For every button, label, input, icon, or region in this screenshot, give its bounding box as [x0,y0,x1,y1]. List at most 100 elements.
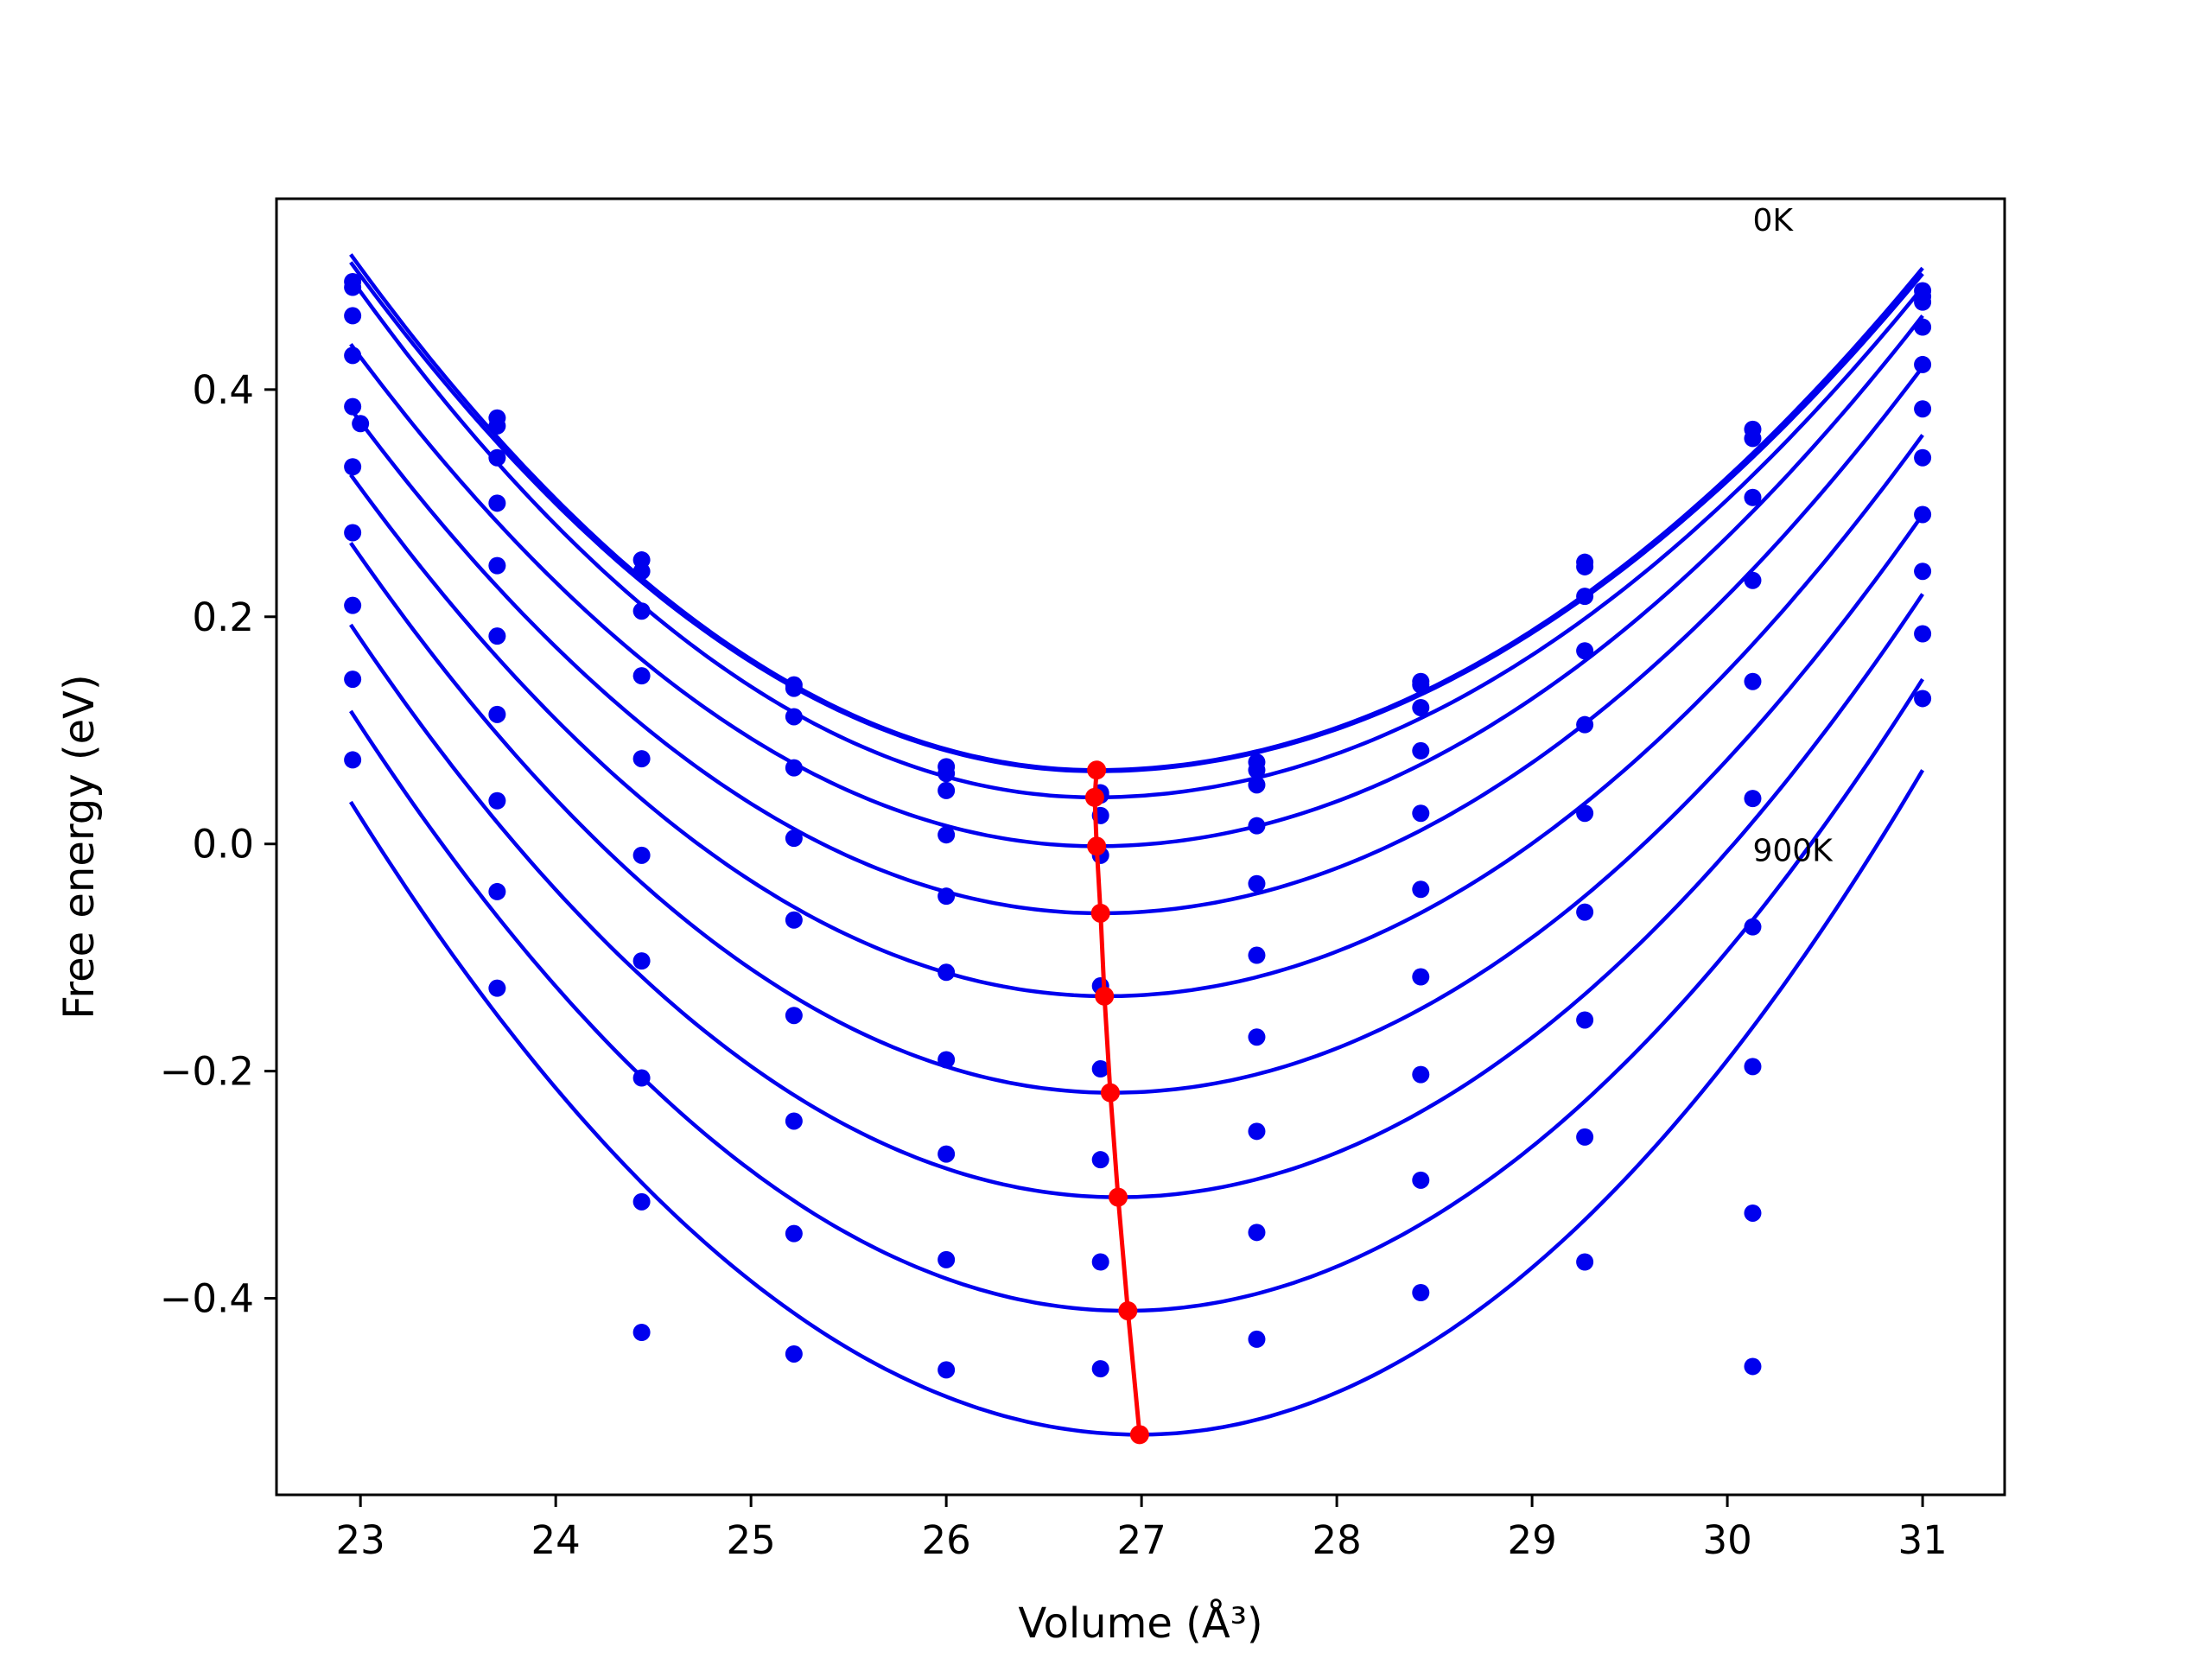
data-point-400K [344,397,362,416]
data-point-800K [1091,1360,1109,1378]
data-point-500K [938,963,956,982]
data-point-900K [938,1361,956,1379]
data-point-900K [1576,1253,1594,1271]
data-point-700K [938,1145,956,1163]
data-point-600K [632,952,651,970]
data-point-600K [488,705,506,723]
annotation-0K: 0K [1752,203,1794,238]
data-point-100K [785,679,803,697]
x-tick-label: 29 [1507,1517,1556,1563]
x-axis-ticks: 23 24 25 26 27 28 29 30 31 [336,1495,1948,1563]
equilibrium-point [1100,1083,1120,1103]
data-point-500K [1412,880,1430,899]
data-point-900K [1914,625,1932,643]
data-point-500K [488,627,506,645]
data-point-500K [1744,790,1762,808]
data-point-500K [785,911,803,929]
data-point-600K [1248,1028,1266,1046]
equilibrium-point [1087,836,1107,856]
data-point-500K [344,458,362,476]
data-point-200K [488,448,506,467]
annotations: 0K 900K [1752,203,1834,869]
data-point-700K [1744,1058,1762,1076]
data-point-600K [344,524,362,542]
data-point-800K [1412,1171,1430,1189]
data-point-600K [1576,903,1594,921]
data-point-800K [1576,1128,1594,1146]
equilibrium-point [1095,986,1115,1006]
data-point-500K [1248,946,1266,964]
y-axis-ticks: −0.4 −0.2 0.0 0.2 0.4 [160,367,276,1322]
equilibrium-line [1084,760,1149,1445]
data-point-300K [785,759,803,777]
data-point-200K [1744,488,1762,506]
fit-curve-600K [349,513,1924,1095]
data-point-300K [1248,817,1266,835]
data-point-200K [632,602,651,620]
equilibrium-point [1118,1301,1138,1321]
data-point-900K [488,979,506,997]
data-point [352,415,370,433]
y-tick-label: −0.2 [160,1049,254,1095]
y-axis-label: Free energy (eV) [55,674,104,1019]
data-point-400K [938,887,956,906]
y-tick-label: 0.0 [192,822,254,868]
data-point-800K [938,1250,956,1268]
data-point-600K [1914,448,1932,467]
data-point-600K [938,1051,956,1069]
data-point-800K [1744,1204,1762,1222]
x-tick-label: 28 [1312,1517,1361,1563]
data-point-200K [1248,776,1266,794]
data-point-700K [785,1112,803,1130]
data-point-700K [488,791,506,810]
data-point-800K [785,1224,803,1243]
data-point-200K [1412,698,1430,716]
data-point-900K [1248,1330,1266,1348]
data-point-600K [1091,1151,1109,1169]
data-point-800K [1248,1224,1266,1242]
fit-curve-300K [349,315,1924,849]
data-point-100K [632,563,651,581]
data-point-200K [938,781,956,799]
data-point-700K [1091,1253,1109,1271]
fit-curve-700K [349,593,1924,1199]
data-point-200K [1914,293,1932,311]
data-point-200K [1576,588,1594,606]
data-point-500K [1914,400,1932,418]
data-point-400K [1576,715,1594,734]
data-point-700K [1914,505,1932,524]
data-point-300K [1576,642,1594,660]
data-point-100K [1412,676,1430,694]
data-point-800K [632,1192,651,1211]
fit-curve-200K [349,276,1924,800]
x-tick-label: 26 [922,1517,971,1563]
y-tick-label: 0.4 [192,367,254,413]
data-point-400K [785,830,803,848]
y-tick-label: −0.4 [160,1276,254,1322]
data-point-600K [785,1007,803,1025]
data-point-800K [344,671,362,689]
data-point-100K [938,765,956,783]
data-point-700K [1412,1065,1430,1084]
data-point-400K [1744,672,1762,690]
data-point-300K [1914,318,1932,336]
data-point-900K [344,751,362,769]
equilibrium-point [1129,1425,1149,1445]
data-point-900K [632,1324,651,1342]
equilibrium-point [1109,1187,1128,1207]
data-point-300K [632,667,651,685]
x-tick-label: 27 [1116,1517,1166,1563]
data-point-100K [1744,429,1762,448]
data-point-300K [1412,741,1430,760]
data-point-400K [488,556,506,575]
annotation-900K: 900K [1752,833,1834,868]
data-point-300K [344,346,362,365]
x-tick-label: 24 [531,1517,581,1563]
data-point-400K [1412,804,1430,823]
data-point-100K [1248,761,1266,779]
data-point-100K [488,416,506,435]
x-tick-label: 23 [336,1517,385,1563]
x-tick-label: 31 [1897,1517,1947,1563]
